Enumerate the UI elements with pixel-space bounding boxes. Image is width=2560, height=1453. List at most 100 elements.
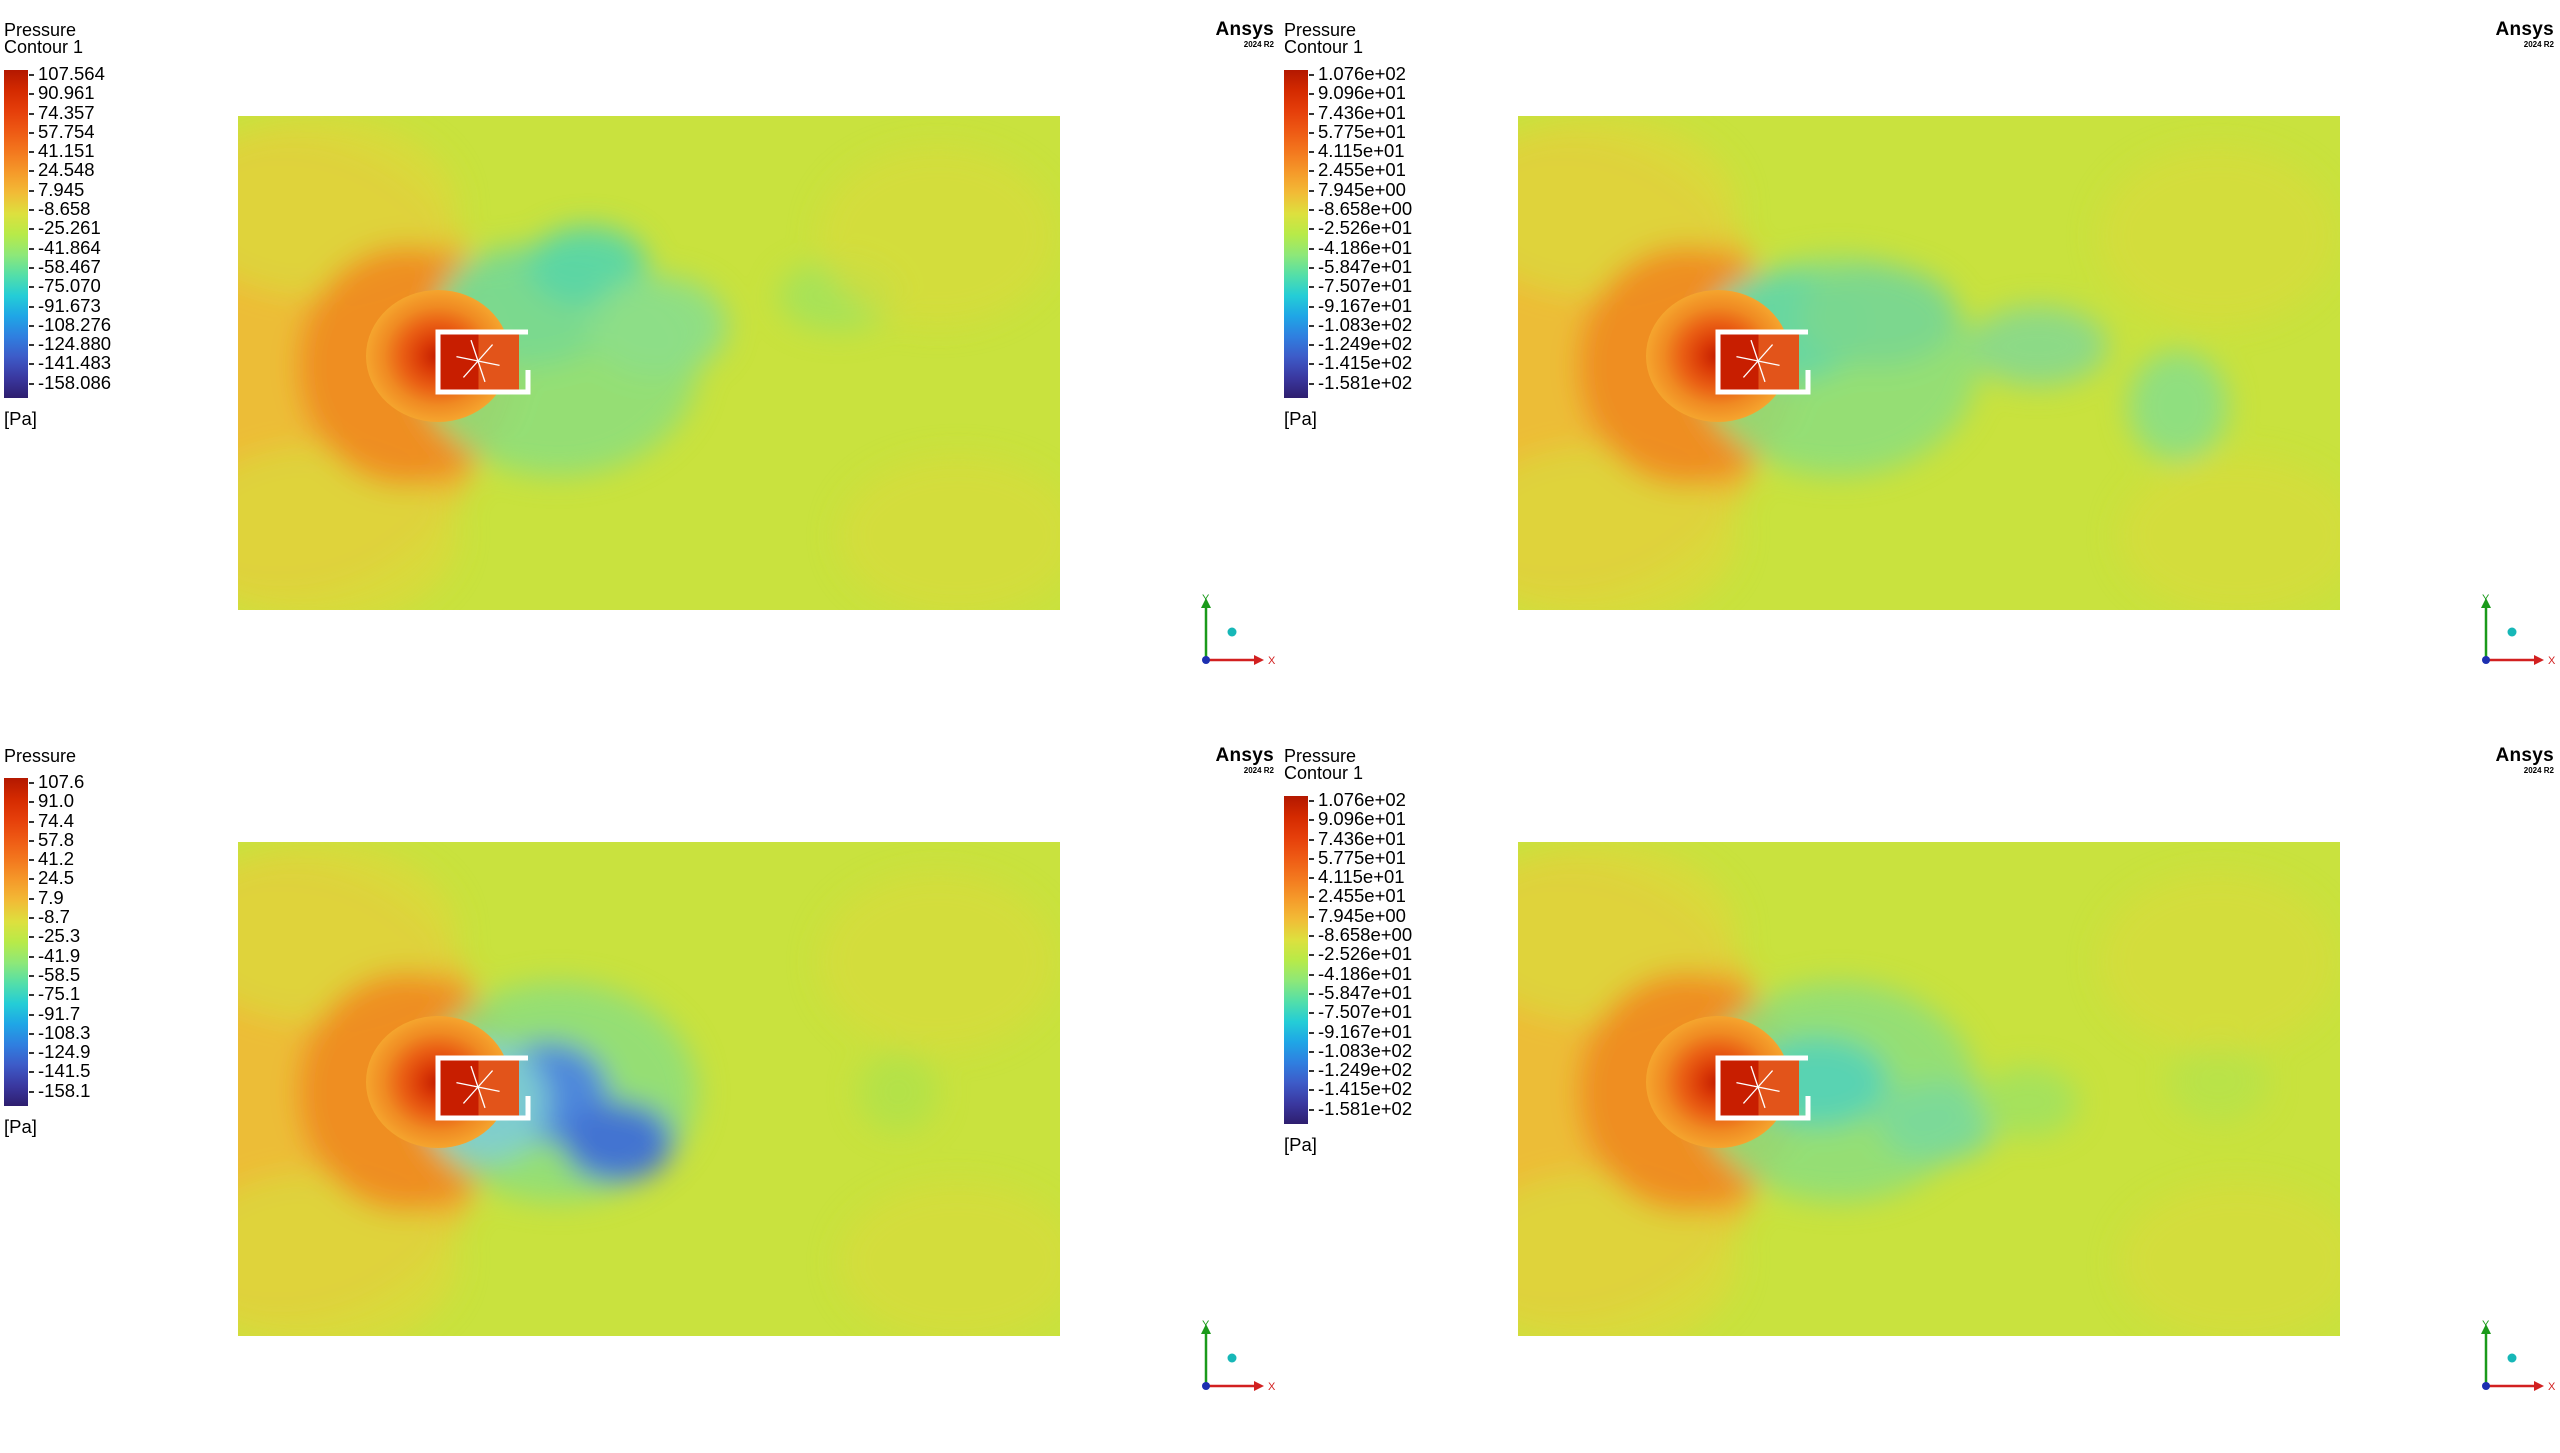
colorbar-tick [1309,248,1314,250]
pressure-field [238,116,1060,610]
brand-name: Ansys [1215,19,1274,40]
colorbar-label: -108.3 [38,1022,91,1043]
colorbar-tick [29,878,34,880]
colorbar-tick [29,782,34,784]
y-axis-label: Y [1202,594,1210,605]
ansys-logo: Ansys 2024 R2 [2494,19,2554,50]
colorbar-label: 2.455e+01 [1318,885,1406,906]
colorbar-label: 74.357 [38,102,95,123]
colorbar-tick [1309,344,1314,346]
colorbar-tick [29,363,34,365]
colorbar-label: 7.436e+01 [1318,102,1406,123]
colorbar-tick [29,821,34,823]
colorbar-label: 107.564 [38,63,105,84]
body-outline [435,1055,531,1121]
colorbar-label: 41.151 [38,140,95,161]
colorbar-label: -108.276 [38,314,112,335]
contour-plot [238,842,1060,1336]
colorbar-tick [29,267,34,269]
colorbar-label: -75.1 [38,983,81,1004]
colorbar-tick [29,840,34,842]
pressure-field [1518,116,2340,610]
colorbar-tick [29,170,34,172]
colorbar-label: -1.581e+02 [1318,1098,1413,1119]
colorbar-tick [1309,877,1314,879]
colorbar-tick [29,956,34,958]
unit-label: [Pa] [1284,408,1317,429]
rotor [456,339,500,383]
colorbar-tick [1309,325,1314,327]
light-indicator [2507,627,2517,637]
colorbar-tick [1309,1089,1314,1091]
colorbar-tick [1309,1032,1314,1034]
colorbar-tick [1309,190,1314,192]
z-axis-dot [1202,1382,1210,1390]
legend: Pressure 107.6 91.0 74.4 57.8 41.2 24.5 7.9 -8.7… [4,747,90,1137]
x-axis-label: X [1268,655,1276,667]
colorbar-tick [29,113,34,115]
contour-plot [238,116,1060,610]
colorbar-label: -1.249e+02 [1318,333,1413,354]
colorbar-tick [29,74,34,76]
colorbar-tick [29,132,34,134]
light-indicator [2507,1353,2517,1363]
colorbar-tick [1309,286,1314,288]
colorbar-label: -41.864 [38,237,101,258]
y-axis-label: Y [2482,594,2490,605]
colorbar-tick [1309,267,1314,269]
colorbar-label: -1.249e+02 [1318,1059,1413,1080]
colorbar-tick [29,306,34,308]
colorbar-label: 4.115e+01 [1318,866,1405,887]
colorbar-label: -1.581e+02 [1318,372,1413,393]
colorbar-tick [29,344,34,346]
colorbar-label: 91.0 [38,790,75,811]
brand-name: Ansys [2495,19,2554,40]
colorbar-tick [29,1071,34,1073]
legend-title: Pressure Contour 1 [4,20,84,57]
colorbar-tick [29,1033,34,1035]
colorbar-label: 90.961 [38,82,95,103]
colorbar-label: -91.7 [38,1003,81,1024]
rotor [1736,1065,1780,1109]
z-axis-dot [2482,656,2490,664]
colorbar-tick [29,286,34,288]
contour-plot [1518,116,2340,610]
colorbar-tick [1309,74,1314,76]
x-axis-label: X [1268,1381,1276,1393]
colorbar-label: -8.658e+00 [1318,198,1413,219]
body-outline [435,329,531,395]
colorbar-tick [1309,170,1314,172]
contour-panel-2: Pressure Contour 1 1.076e+02 9.096e+01 7.43… [1280,0,2560,726]
colorbar-tick [1309,93,1314,95]
colorbar-label: 7.945 [38,179,85,200]
colorbar [4,70,28,398]
colorbar-label: -9.167e+01 [1318,295,1413,316]
colorbar-tick [1309,935,1314,937]
colorbar-label: -58.467 [38,256,101,277]
colorbar-tick [29,994,34,996]
contour-panel-3: Pressure 107.6 91.0 74.4 57.8 41.2 24.5 7.9 -8.7… [0,726,1280,1452]
legend: Pressure Contour 1 1.076e+02 9.096e+01 7.43… [1284,747,1412,1155]
colorbar-tick [29,151,34,153]
colorbar-tick [1309,800,1314,802]
colorbar-tick [29,248,34,250]
colorbar-label: -2.526e+01 [1318,943,1413,964]
ansys-logo: Ansys 2024 R2 [1214,19,1274,50]
light-indicator [1227,627,1237,637]
colorbar-label: 107.6 [38,771,85,792]
colorbar [1284,796,1308,1124]
colorbar-tick [1309,383,1314,385]
x-axis-label: X [2548,1381,2556,1393]
colorbar-label: -8.658 [38,198,91,219]
colorbar-label: 24.548 [38,159,95,180]
colorbar-tick [1309,151,1314,153]
colorbar-label: -5.847e+01 [1318,256,1413,277]
colorbar-tick [1309,1051,1314,1053]
colorbar-label: 4.115e+01 [1318,140,1405,161]
colorbar-tick [1309,1109,1314,1111]
colorbar-tick [1309,819,1314,821]
rotor [456,1065,500,1109]
colorbar-tick [29,936,34,938]
